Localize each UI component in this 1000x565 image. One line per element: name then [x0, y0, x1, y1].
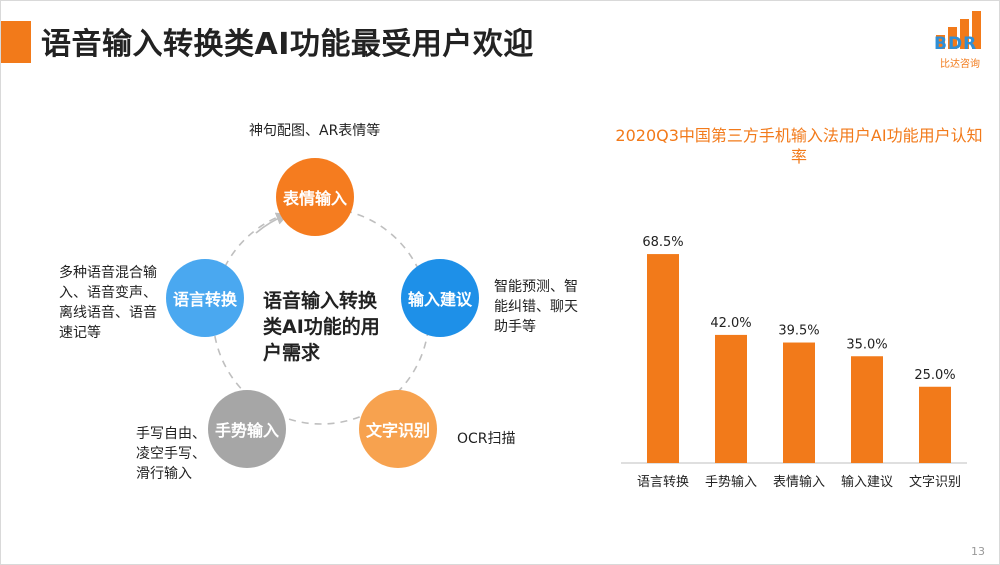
data-label: 68.5% [642, 235, 683, 250]
bar [919, 386, 951, 463]
node-description: 神句配图、AR表情等 [249, 123, 381, 139]
node-description: 智能预测、智能纠错、聊天助手等 [494, 279, 578, 335]
node-text-recognition: 文字识别 [359, 390, 437, 468]
awareness-bar-chart: 68.5% 语言转换 42.0% 手势输入 39.5% 表情输入 35.0% 输入建议 25.0… [621, 235, 967, 490]
data-label: 25.0% [914, 368, 955, 383]
node-language-conversion: 语言转换 [166, 259, 244, 337]
page-number: 13 [971, 545, 985, 558]
category-label: 表情输入 [773, 474, 825, 490]
category-label: 手势输入 [705, 474, 757, 490]
bdr-logo: BDR 比达咨询 [928, 9, 988, 71]
node-label: 表情输入 [282, 189, 347, 208]
logo-bar [972, 11, 981, 49]
node-expression-input: 表情输入 [276, 158, 354, 236]
title-accent-bar [1, 21, 31, 63]
node-description: 手写自由、凌空手写、滑行输入 [136, 426, 206, 482]
node-description: 多种语音混合输入、语音变声、离线语音、语音速记等 [59, 265, 157, 341]
node-gesture-input: 手势输入 [208, 390, 286, 468]
logo-bar [936, 35, 945, 49]
category-label: 语言转换 [637, 475, 689, 490]
category-label: 文字识别 [909, 475, 961, 490]
category-label: 输入建议 [841, 474, 893, 490]
node-label: 文字识别 [365, 421, 430, 440]
logo-text: BDR [934, 34, 978, 54]
data-label: 39.5% [778, 324, 819, 339]
bar [715, 334, 747, 463]
chart-title: 2020Q3中国第三方手机输入法用户AI功能用户认知率 [615, 126, 983, 166]
logo-subtext: 比达咨询 [940, 59, 980, 70]
data-label: 35.0% [846, 337, 887, 352]
slide-title: 语音输入转换类AI功能最受用户欢迎 [41, 27, 534, 62]
user-needs-diagram: 表情输入 输入建议 文字识别 手势输入 语言转换 语音输入转换类AI功能的用户需… [1, 1, 601, 564]
node-label: 手势输入 [214, 421, 279, 440]
node-label: 语言转换 [172, 290, 237, 309]
bar [783, 342, 815, 463]
logo-bar [948, 27, 957, 49]
diagram-center-label: 语音输入转换类AI功能的用户需求 [263, 290, 380, 364]
logo-bar [960, 19, 969, 49]
node-label: 输入建议 [407, 290, 472, 309]
node-input-suggestion: 输入建议 [401, 259, 479, 337]
bar [851, 356, 883, 463]
data-label: 42.0% [710, 316, 751, 331]
node-description: OCR扫描 [457, 431, 516, 447]
bar [647, 254, 679, 463]
